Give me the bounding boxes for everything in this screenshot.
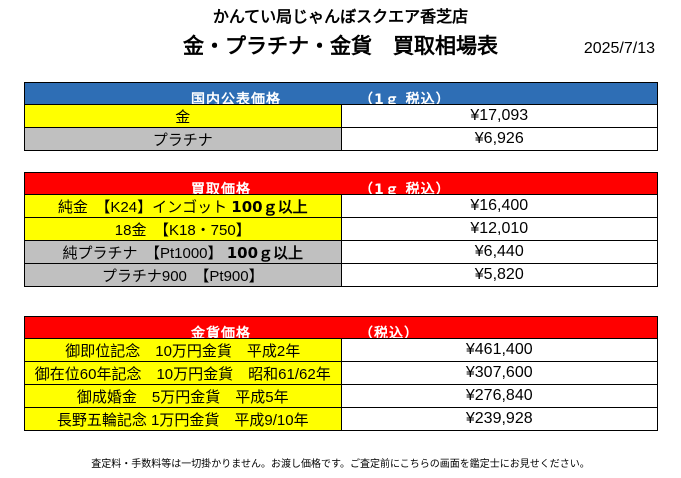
coin-nagano-value: ¥239,928	[340, 407, 658, 431]
coin-reign60-label: 御在位60年記念 10万円金貨 昭和61/62年	[24, 361, 342, 385]
coin-reign60-value: ¥307,600	[340, 361, 658, 385]
buy-row-pure-gold: 純金 【K24】インゴット 100ｇ以上 ¥16,400	[24, 194, 658, 218]
buy-pt900-value: ¥5,820	[340, 263, 658, 287]
buy-18k-label: 18金 【K18・750】	[24, 217, 342, 241]
domestic-price-table: 国内公表価格 （1ｇ 税込） 金 ¥17,093 プラチナ ¥6,926	[24, 82, 658, 151]
buy-pt900-label: プラチナ900 【Pt900】	[24, 263, 342, 287]
price-date: 2025/7/13	[583, 40, 655, 57]
coin-heading: 金貨価格	[191, 325, 251, 339]
buy-pure-gold-label: 純金 【K24】インゴット	[57, 198, 228, 216]
coin-row-nagano: 長野五輪記念 1万円金貨 平成9/10年 ¥239,928	[24, 407, 658, 431]
buy-18k-value: ¥12,010	[340, 217, 658, 241]
domestic-gold-label: 金	[24, 104, 342, 128]
buy-pure-platinum-value: ¥6,440	[340, 240, 658, 264]
buy-pure-platinum-condition: 100ｇ以上	[226, 243, 304, 262]
footer-note: 査定料・手数料等は一切掛かりません。お渡し価格です。ご査定前にこちらの画面を鑑定…	[91, 459, 590, 470]
buy-row-pt900: プラチナ900 【Pt900】 ¥5,820	[24, 263, 658, 287]
buy-heading-note: （1ｇ 税込）	[359, 181, 451, 195]
page-title: 金・プラチナ・金貨 買取相場表	[183, 34, 498, 58]
buy-pure-gold-value: ¥16,400	[340, 194, 658, 218]
coin-enthronement-value: ¥461,400	[340, 338, 658, 362]
coin-enthronement-label: 御即位記念 10万円金貨 平成2年	[24, 338, 342, 362]
buy-row-pure-platinum: 純プラチナ 【Pt1000】 100ｇ以上 ¥6,440	[24, 240, 658, 264]
coin-row-enthronement: 御即位記念 10万円金貨 平成2年 ¥461,400	[24, 338, 658, 362]
buy-row-18k: 18金 【K18・750】 ¥12,010	[24, 217, 658, 241]
buy-header-row: 買取価格 （1ｇ 税込）	[24, 172, 658, 195]
buy-pure-gold-condition: 100ｇ以上	[231, 197, 308, 216]
coin-nagano-label: 長野五輪記念 1万円金貨 平成9/10年	[24, 407, 342, 431]
coin-heading-note: （税込）	[359, 325, 419, 339]
coin-row-reign60: 御在位60年記念 10万円金貨 昭和61/62年 ¥307,600	[24, 361, 658, 385]
domestic-gold-value: ¥17,093	[340, 104, 658, 128]
domestic-heading-note: （1ｇ 税込）	[359, 91, 451, 105]
coin-header-row: 金貨価格 （税込）	[24, 316, 658, 339]
domestic-platinum-value: ¥6,926	[340, 127, 658, 151]
coin-price-table: 金貨価格 （税込） 御即位記念 10万円金貨 平成2年 ¥461,400 御在位…	[24, 316, 658, 431]
coin-row-wedding: 御成婚金 5万円金貨 平成5年 ¥276,840	[24, 384, 658, 408]
domestic-row-platinum: プラチナ ¥6,926	[24, 127, 658, 151]
domestic-row-gold: 金 ¥17,093	[24, 104, 658, 128]
domestic-header-row: 国内公表価格 （1ｇ 税込）	[24, 82, 658, 105]
buy-price-table: 買取価格 （1ｇ 税込） 純金 【K24】インゴット 100ｇ以上 ¥16,40…	[24, 172, 658, 287]
domestic-heading: 国内公表価格	[191, 91, 281, 105]
store-name: かんてい局じゃんぼスクエア香芝店	[212, 7, 469, 26]
coin-wedding-value: ¥276,840	[340, 384, 658, 408]
buy-heading: 買取価格	[191, 181, 251, 195]
domestic-platinum-label: プラチナ	[24, 127, 342, 151]
coin-wedding-label: 御成婚金 5万円金貨 平成5年	[24, 384, 342, 408]
buy-pure-platinum-label: 純プラチナ 【Pt1000】	[62, 244, 223, 262]
